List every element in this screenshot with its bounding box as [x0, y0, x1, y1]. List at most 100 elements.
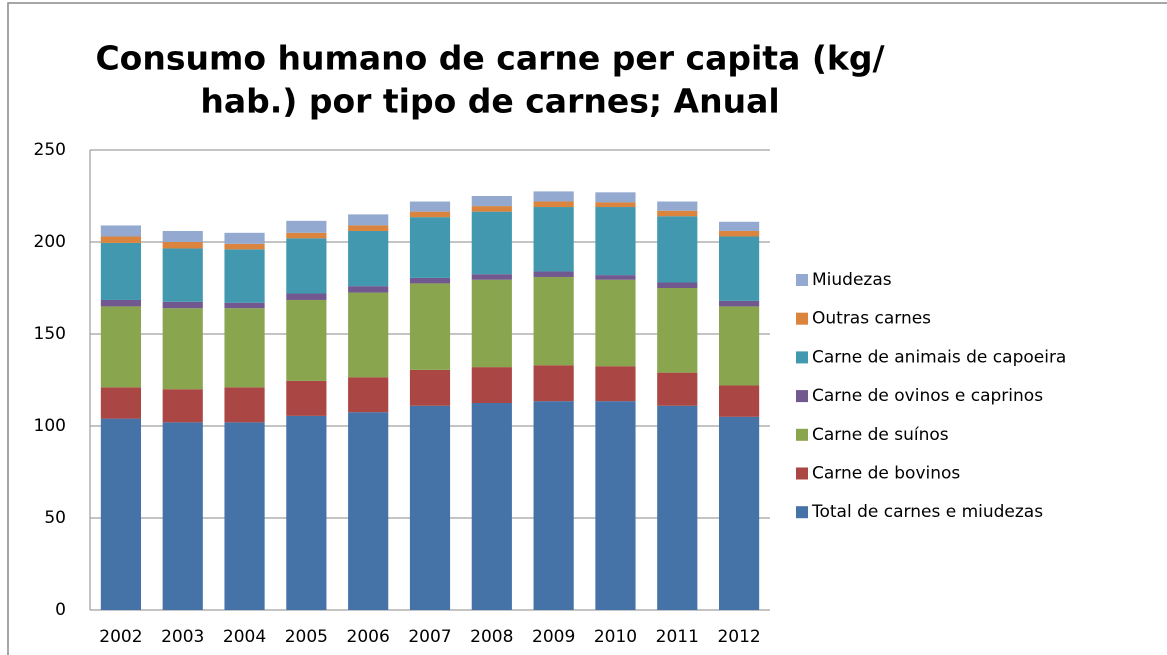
bar-segment — [162, 301, 203, 309]
legend-label: Carne de animais de capoeira — [812, 347, 1066, 367]
bar-segment — [286, 220, 327, 233]
bar-segment — [657, 216, 698, 283]
x-tick-label: 2010 — [594, 627, 637, 647]
bar-segment — [595, 366, 636, 402]
bar-segment — [286, 299, 327, 381]
bar-segment — [224, 232, 265, 244]
bar-segment — [533, 201, 574, 208]
bar-segment — [719, 385, 760, 417]
legend-label: Carne de bovinos — [812, 464, 960, 484]
y-tick-label: 150 — [34, 324, 66, 344]
bar-segment — [471, 206, 512, 212]
bar-segment — [471, 279, 512, 368]
bar-segment — [471, 211, 512, 275]
y-tick-label: 50 — [44, 508, 66, 528]
legend-label: Carne de ovinos e caprinos — [812, 386, 1043, 406]
x-tick-label: 2004 — [223, 627, 266, 647]
bar-segment — [348, 292, 389, 378]
bar-segment — [595, 275, 636, 280]
bar-segment — [595, 202, 636, 208]
bar-segment — [657, 201, 698, 211]
bar-segment — [409, 211, 451, 218]
bar-segment — [162, 422, 203, 610]
bar-segment — [657, 282, 698, 288]
bar-segment — [100, 299, 141, 307]
bar-segment — [533, 401, 574, 610]
legend-swatch — [796, 390, 808, 403]
bar-segment — [162, 308, 203, 390]
bar-segment — [286, 293, 327, 300]
bar-segment — [409, 201, 451, 212]
bar-segment — [100, 236, 141, 243]
bar-segment — [719, 416, 760, 610]
bar-segment — [224, 243, 265, 250]
bar-segment — [657, 288, 698, 373]
bar-segment — [719, 230, 760, 237]
legend-swatch — [796, 428, 808, 441]
bar-segment — [471, 367, 512, 403]
y-tick-label: 250 — [34, 140, 66, 160]
bar-segment — [533, 207, 574, 272]
bar-segment — [224, 308, 265, 388]
bar-segment — [348, 225, 389, 231]
bar-segment — [100, 242, 141, 300]
bar-segment — [471, 403, 512, 610]
legend-swatch — [796, 274, 808, 286]
bar-segment — [657, 210, 698, 217]
bar-segment — [533, 276, 574, 366]
legend-swatch — [796, 506, 808, 519]
bar-segment — [286, 238, 327, 294]
bar-segment — [409, 369, 451, 406]
y-tick-label: 0 — [55, 600, 66, 620]
bar-segment — [162, 230, 203, 242]
bar-segment — [719, 300, 760, 307]
bar-segment — [348, 286, 389, 293]
bar-segment — [471, 274, 512, 280]
bar-segment — [409, 277, 451, 284]
bar-segment — [100, 418, 141, 610]
bar-segment — [162, 248, 203, 302]
bar-segment — [348, 412, 389, 610]
legend-swatch — [796, 467, 808, 480]
bar-segment — [348, 377, 389, 413]
y-tick-label: 100 — [34, 416, 66, 436]
legend-label: Total de carnes e miudezas — [811, 502, 1043, 522]
bar-segment — [409, 283, 451, 370]
bar-segment — [533, 191, 574, 202]
bar-segment — [100, 225, 141, 237]
bar-segment — [595, 207, 636, 276]
legend-label: Carne de suínos — [812, 425, 949, 445]
bar-segment — [533, 365, 574, 402]
x-tick-label: 2009 — [532, 627, 575, 647]
x-tick-label: 2007 — [408, 627, 451, 647]
bar-segment — [409, 217, 451, 278]
bar-segment — [657, 372, 698, 406]
x-tick-label: 2012 — [717, 627, 760, 647]
bar-segment — [348, 230, 389, 287]
bar-segment — [348, 214, 389, 226]
x-tick-label: 2006 — [347, 627, 390, 647]
bar-segment — [719, 236, 760, 301]
bar-segment — [719, 306, 760, 386]
bar-segment — [100, 306, 141, 388]
bar-segment — [409, 405, 451, 610]
x-tick-label: 2011 — [656, 627, 699, 647]
bar-segment — [471, 196, 512, 207]
legend-swatch — [796, 312, 808, 325]
bar-segment — [224, 249, 265, 303]
bar-segment — [595, 279, 636, 367]
bar-segment — [224, 422, 265, 610]
chart-title: Consumo humano de carne per capita (kg/ — [95, 39, 885, 78]
bar-segment — [100, 387, 141, 419]
y-tick-label: 200 — [34, 232, 66, 252]
bar-segment — [595, 401, 636, 610]
bar-segment — [595, 192, 636, 203]
x-tick-label: 2005 — [285, 627, 328, 647]
bar-segment — [224, 387, 265, 423]
legend-swatch — [796, 351, 808, 364]
chart-title: hab.) por tipo de carnes; Anual — [200, 82, 779, 121]
bar-segment — [657, 405, 698, 610]
bar-segment — [162, 389, 203, 423]
x-tick-label: 2003 — [161, 627, 204, 647]
